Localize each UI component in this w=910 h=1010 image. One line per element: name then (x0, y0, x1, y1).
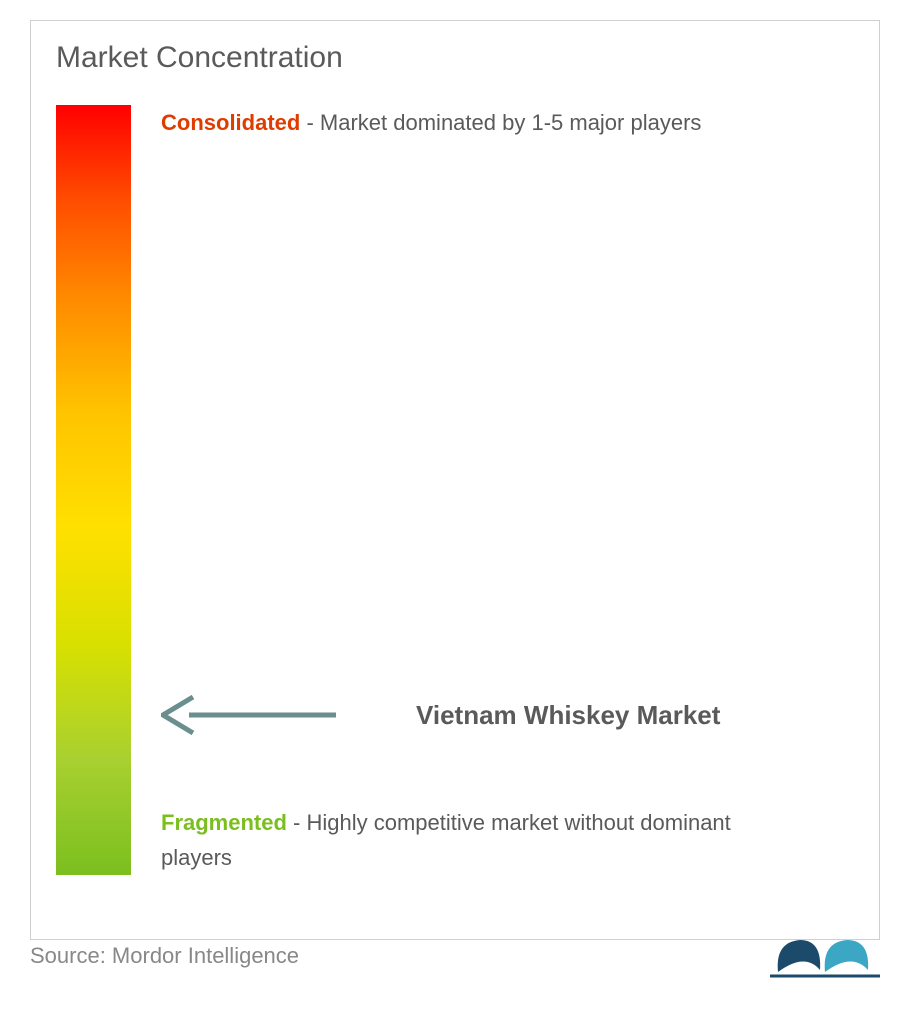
market-marker-row: Vietnam Whiskey Market (161, 690, 720, 740)
labels-column: Consolidated - Market dominated by 1-5 m… (161, 105, 854, 895)
fragmented-word: Fragmented (161, 810, 287, 835)
consolidated-word: Consolidated (161, 110, 300, 135)
source-text: Source: Mordor Intelligence (30, 943, 299, 969)
infographic-card: Market Concentration Consolidated - Mark… (30, 20, 880, 940)
footer: Source: Mordor Intelligence (30, 932, 880, 980)
fragmented-label: Fragmented - Highly competitive market w… (161, 805, 801, 875)
consolidated-desc: - Market dominated by 1-5 major players (306, 110, 701, 135)
chart-title: Market Concentration (56, 41, 854, 75)
market-name: Vietnam Whiskey Market (416, 700, 720, 731)
concentration-gradient-bar (56, 105, 131, 875)
mordor-logo (770, 932, 880, 980)
content-area: Consolidated - Market dominated by 1-5 m… (56, 105, 854, 895)
arrow-left-icon (161, 690, 336, 740)
consolidated-label: Consolidated - Market dominated by 1-5 m… (161, 105, 801, 140)
